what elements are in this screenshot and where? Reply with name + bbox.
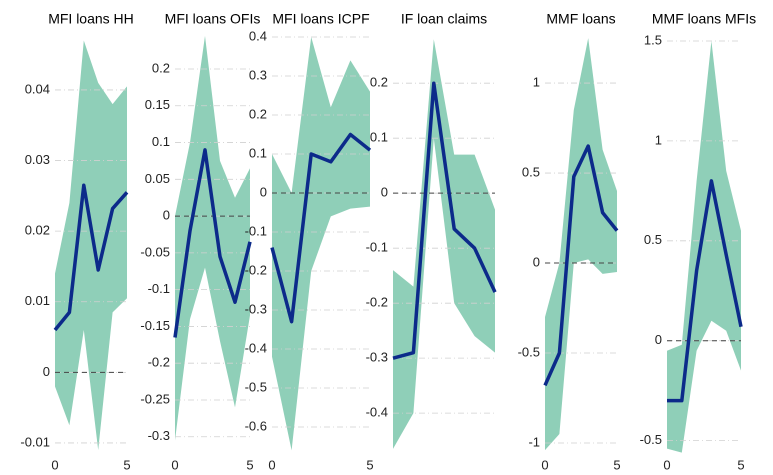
- y-tick-label: -0.1: [366, 240, 388, 255]
- y-tick-label: 0.01: [25, 293, 50, 308]
- y-tick-label: -0.1: [245, 223, 267, 238]
- y-tick-label: -0.5: [518, 344, 540, 359]
- y-tick-label: -0.1: [148, 281, 170, 296]
- irf-line: [173, 148, 252, 338]
- x-tick-label: 0: [268, 457, 275, 472]
- y-tick-label: 0.2: [249, 106, 267, 121]
- y-tick-label: 0.1: [370, 130, 388, 145]
- irf-line: [53, 183, 129, 332]
- x-tick-label: 5: [366, 457, 373, 472]
- y-tick-label: 1: [533, 75, 540, 90]
- x-tick-label: 0: [663, 457, 670, 472]
- irf-line: [543, 144, 619, 387]
- y-tick-label: -0.3: [245, 301, 267, 316]
- y-tick-label: -0.3: [366, 350, 388, 365]
- y-tick-label: 0.02: [25, 223, 50, 238]
- panel-title: MMF loans MFIs: [652, 11, 756, 27]
- y-tick-label: 0: [260, 184, 267, 199]
- y-tick-label: -0.4: [366, 405, 388, 420]
- irf-line: [270, 132, 372, 324]
- y-tick-label: -0.2: [148, 355, 170, 370]
- y-tick-label: -0.5: [640, 432, 662, 447]
- confidence-band: [545, 38, 617, 451]
- y-tick-label: 0.1: [249, 145, 267, 160]
- y-tick-label: 0: [655, 332, 662, 347]
- panel-title: IF loan claims: [401, 11, 487, 27]
- y-tick-label: -0.2: [366, 295, 388, 310]
- y-tick-label: -0.3: [148, 428, 170, 443]
- y-tick-label: -0.25: [140, 391, 170, 406]
- y-tick-label: 0.05: [145, 171, 170, 186]
- y-tick-label: -0.2: [245, 262, 267, 277]
- y-tick-label: 0.3: [249, 67, 267, 82]
- y-tick-label: 0: [163, 208, 170, 223]
- y-tick-label: 0.03: [25, 152, 50, 167]
- x-tick-label: 0: [51, 457, 58, 472]
- y-tick-label: 1: [655, 132, 662, 147]
- confidence-band: [175, 35, 250, 441]
- panel-title: MFI loans ICPF: [272, 11, 369, 27]
- x-tick-label: 5: [737, 457, 744, 472]
- y-tick-label: 0.1: [152, 134, 170, 149]
- y-tick-label: -0.15: [140, 318, 170, 333]
- y-tick-label: 0.5: [644, 232, 662, 247]
- y-tick-label: 0.2: [152, 60, 170, 75]
- y-tick-label: 0.2: [370, 75, 388, 90]
- y-tick-label: 0: [533, 254, 540, 269]
- y-tick-label: -0.05: [140, 244, 170, 259]
- y-tick-label: 0: [381, 185, 388, 200]
- confidence-band: [393, 39, 495, 449]
- irf-line: [667, 179, 743, 403]
- y-tick-label: 0.15: [145, 97, 170, 112]
- y-tick-label: -1: [528, 434, 540, 449]
- irf-line: [392, 81, 497, 360]
- y-tick-label: 1.5: [644, 32, 662, 47]
- y-tick-label: -0.4: [245, 340, 267, 355]
- y-tick-label: 0.04: [25, 81, 50, 96]
- x-tick-label: 0: [171, 457, 178, 472]
- y-tick-label: -0.6: [245, 418, 267, 433]
- y-tick-label: -0.5: [245, 379, 267, 394]
- confidence-band: [667, 40, 741, 453]
- x-tick-label: 5: [613, 457, 620, 472]
- panel-title: MFI loans HH: [48, 11, 134, 27]
- confidence-band: [55, 40, 127, 451]
- panel-title: MFI loans OFIs: [165, 11, 261, 27]
- y-tick-label: 0.4: [249, 28, 267, 43]
- y-tick-label: 0.5: [522, 164, 540, 179]
- x-tick-label: 5: [246, 457, 253, 472]
- x-tick-label: 5: [123, 457, 130, 472]
- panel-title: MMF loans: [546, 11, 615, 27]
- y-tick-label: 0: [43, 364, 50, 379]
- x-tick-label: 0: [541, 457, 548, 472]
- y-tick-label: -0.01: [20, 434, 50, 449]
